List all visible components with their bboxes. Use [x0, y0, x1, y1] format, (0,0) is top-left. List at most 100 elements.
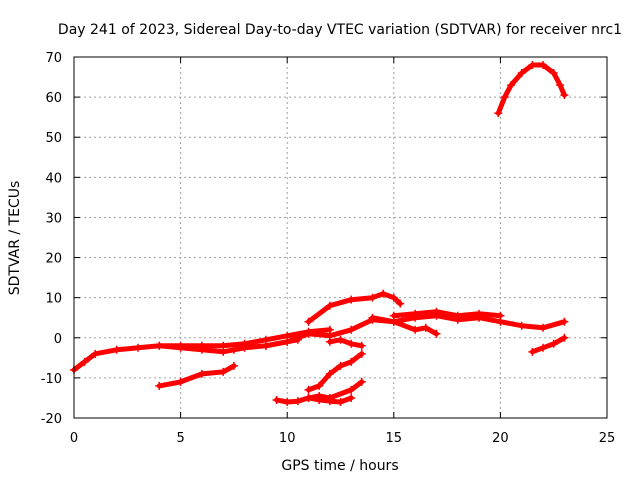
- series-line: [327, 337, 365, 349]
- y-tick-label: 50: [45, 131, 62, 146]
- data-point: [411, 325, 420, 334]
- data-point: [155, 381, 164, 390]
- x-tick-label: 10: [279, 431, 296, 446]
- chart-title: Day 241 of 2023, Sidereal Day-to-day VTE…: [58, 22, 622, 38]
- series-track-12: [528, 333, 569, 356]
- data-point: [389, 293, 398, 302]
- data-point: [357, 377, 366, 386]
- x-tick-label: 25: [599, 431, 616, 446]
- data-point: [432, 329, 441, 338]
- data-point: [528, 347, 537, 356]
- series-line: [391, 309, 503, 319]
- axis-ticks: 0 5 10 15 20 25 -20 -10 0 10 20 30 40 50 60 70: [41, 51, 616, 446]
- data-point: [219, 367, 228, 376]
- data-point: [528, 61, 537, 70]
- data-point: [517, 69, 526, 78]
- data-point: [556, 81, 565, 90]
- data-point: [261, 341, 270, 350]
- data-point: [368, 313, 377, 322]
- data-point: [549, 69, 558, 78]
- x-tick-label: 5: [176, 431, 184, 446]
- x-tick-label: 15: [386, 431, 403, 446]
- data-series-group: [70, 61, 569, 406]
- data-point: [240, 343, 249, 352]
- data-point: [507, 81, 516, 90]
- series-line: [495, 62, 567, 116]
- data-point: [283, 337, 292, 346]
- data-point: [411, 309, 420, 318]
- y-axis-label: SDTVAR / TECUs: [7, 181, 23, 296]
- series-line: [306, 351, 365, 393]
- y-tick-label: -20: [41, 412, 62, 427]
- y-tick-label: 30: [45, 211, 62, 226]
- data-point: [539, 323, 548, 332]
- series-line: [529, 335, 567, 355]
- data-point: [396, 299, 405, 308]
- data-point: [325, 397, 334, 406]
- data-point: [347, 357, 356, 366]
- data-point: [347, 393, 356, 402]
- data-point: [347, 385, 356, 394]
- data-point: [517, 321, 526, 330]
- data-point: [357, 349, 366, 358]
- data-point: [389, 311, 398, 320]
- data-point: [304, 385, 313, 394]
- y-tick-label: 40: [45, 171, 62, 186]
- series-track-10: [304, 393, 356, 406]
- data-point: [176, 377, 185, 386]
- data-point: [539, 61, 548, 70]
- data-point: [91, 349, 100, 358]
- data-point: [336, 397, 345, 406]
- data-point: [336, 361, 345, 370]
- data-point: [549, 339, 558, 348]
- data-point: [347, 339, 356, 348]
- x-axis-label: GPS time / hours: [281, 458, 398, 474]
- series-track-7: [155, 361, 238, 390]
- series-track-4: [304, 289, 405, 326]
- data-point: [219, 347, 228, 356]
- data-point: [539, 343, 548, 352]
- data-point: [304, 317, 313, 326]
- data-point: [560, 91, 569, 100]
- x-tick-label: 0: [70, 431, 78, 446]
- data-point: [315, 395, 324, 404]
- data-point: [272, 395, 281, 404]
- series-track-1: [70, 325, 334, 374]
- data-point: [494, 109, 503, 118]
- data-point: [475, 309, 484, 318]
- data-point: [283, 397, 292, 406]
- series-track-5: [368, 313, 441, 338]
- data-point: [421, 323, 430, 332]
- plot-frame: [73, 56, 608, 419]
- y-tick-label: -10: [41, 372, 62, 387]
- series-track-13: [494, 61, 569, 118]
- data-point: [560, 333, 569, 342]
- data-point: [560, 317, 569, 326]
- data-point: [315, 381, 324, 390]
- data-point: [357, 341, 366, 350]
- data-point: [229, 345, 238, 354]
- y-tick-label: 10: [45, 292, 62, 307]
- data-point: [347, 325, 356, 334]
- data-point: [304, 393, 313, 402]
- data-point: [325, 369, 334, 378]
- data-point: [155, 341, 164, 350]
- data-point: [379, 289, 388, 298]
- series-track-6: [389, 307, 505, 320]
- data-point: [80, 357, 89, 366]
- data-point: [347, 295, 356, 304]
- data-point: [453, 311, 462, 320]
- data-point: [133, 343, 142, 352]
- x-tick-label: 20: [492, 431, 509, 446]
- data-point: [176, 343, 185, 352]
- data-point: [304, 329, 313, 338]
- y-tick-label: 70: [45, 51, 62, 66]
- data-point: [368, 293, 377, 302]
- data-point: [197, 345, 206, 354]
- data-point: [112, 345, 121, 354]
- data-point: [336, 335, 345, 344]
- data-point: [325, 301, 334, 310]
- data-point: [500, 93, 509, 102]
- data-point: [325, 337, 334, 346]
